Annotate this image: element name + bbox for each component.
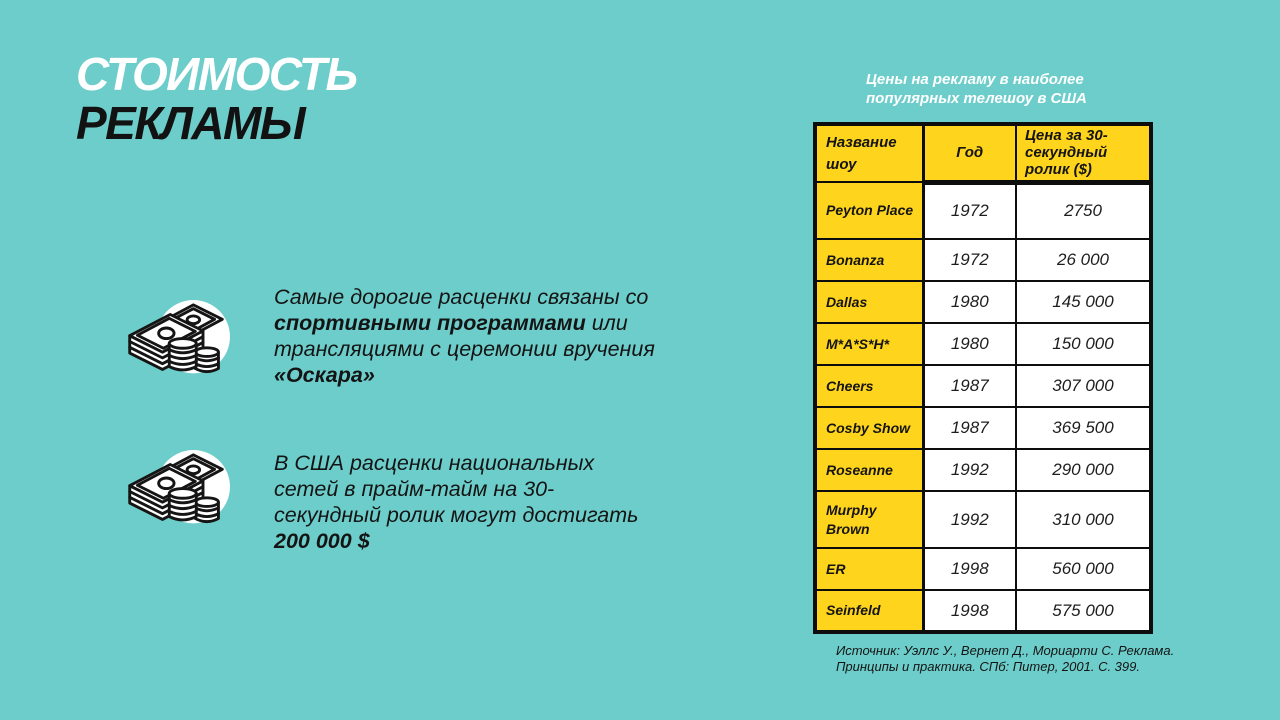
title-line-1: СТОИМОСТЬ <box>76 48 358 100</box>
show-name-cell: Peyton Place <box>814 181 925 240</box>
show-name-cell: Roseanne <box>814 448 925 492</box>
info1-segment-bold: «Оскара» <box>274 363 375 387</box>
price-cell: 150 000 <box>1015 322 1152 366</box>
info2-segment-bold: 200 000 $ <box>274 529 370 553</box>
info1-segment-bold: спортивными программами <box>274 311 586 335</box>
price-cell: 369 500 <box>1015 406 1152 450</box>
year-cell: 1972 <box>922 181 1017 240</box>
table-header-row: Название шоу Год Цена за 30-секундный ро… <box>814 123 1152 185</box>
show-name-cell: Cosby Show <box>814 406 925 450</box>
year-cell: 1980 <box>922 280 1017 324</box>
table-row: Seinfeld 1998 575 000 <box>814 589 1152 633</box>
price-cell: 290 000 <box>1015 448 1152 492</box>
year-cell: 1972 <box>922 238 1017 282</box>
year-cell: 1987 <box>922 364 1017 408</box>
show-name-cell: Murphy Brown <box>814 490 925 549</box>
year-cell: 1992 <box>922 448 1017 492</box>
source-citation: Источник: Уэллс У., Вернет Д., Мориарти … <box>836 643 1175 674</box>
price-cell: 307 000 <box>1015 364 1152 408</box>
page-title: СТОИМОСТЬ РЕКЛАМЫ <box>76 48 358 149</box>
money-stack-icon <box>122 447 232 536</box>
title-line-2: РЕКЛАМЫ <box>76 97 306 149</box>
price-cell: 145 000 <box>1015 280 1152 324</box>
table-row: Peyton Place 1972 2750 <box>814 181 1152 240</box>
show-name-cell: Dallas <box>814 280 925 324</box>
table-caption: Цены на рекламу в наиболее популярных те… <box>866 71 1087 107</box>
table-row: Murphy Brown 1992 310 000 <box>814 490 1152 549</box>
year-cell: 1987 <box>922 406 1017 450</box>
price-cell: 310 000 <box>1015 490 1152 549</box>
price-cell: 2750 <box>1015 181 1152 240</box>
price-cell: 26 000 <box>1015 238 1152 282</box>
table-row: Bonanza 1972 26 000 <box>814 238 1152 282</box>
table-row: Dallas 1980 145 000 <box>814 280 1152 324</box>
table-row: Roseanne 1992 290 000 <box>814 448 1152 492</box>
info1-segment: или трансляциями с церемонии вручения <box>274 311 655 361</box>
info2-segment: В США расценки национальных сетей в прай… <box>274 451 639 527</box>
year-cell: 1992 <box>922 490 1017 549</box>
table-row: Cosby Show 1987 369 500 <box>814 406 1152 450</box>
money-stack-icon <box>122 297 230 386</box>
year-cell: 1998 <box>922 589 1017 633</box>
show-name-cell: ER <box>814 547 925 591</box>
show-name-cell: M*A*S*H* <box>814 322 925 366</box>
info-text-usa-rates: В США расценки национальных сетей в прай… <box>274 450 646 554</box>
table-row: M*A*S*H* 1980 150 000 <box>814 322 1152 366</box>
price-cell: 560 000 <box>1015 547 1152 591</box>
info1-segment: Самые дорогие расценки связаны со <box>274 285 649 309</box>
column-header-show: Название шоу <box>814 123 925 183</box>
ad-price-table: Название шоу Год Цена за 30-секундный ро… <box>813 122 1153 634</box>
column-header-price: Цена за 30-секундный ролик ($) <box>1015 123 1152 185</box>
table-row: Cheers 1987 307 000 <box>814 364 1152 408</box>
show-name-cell: Bonanza <box>814 238 925 282</box>
price-cell: 575 000 <box>1015 589 1152 633</box>
show-name-cell: Cheers <box>814 364 925 408</box>
info-text-expensive-slots: Самые дорогие расценки связаны со спорти… <box>274 284 698 388</box>
column-header-year: Год <box>922 123 1017 185</box>
year-cell: 1980 <box>922 322 1017 366</box>
show-name-cell: Seinfeld <box>814 589 925 633</box>
year-cell: 1998 <box>922 547 1017 591</box>
table-row: ER 1998 560 000 <box>814 547 1152 591</box>
